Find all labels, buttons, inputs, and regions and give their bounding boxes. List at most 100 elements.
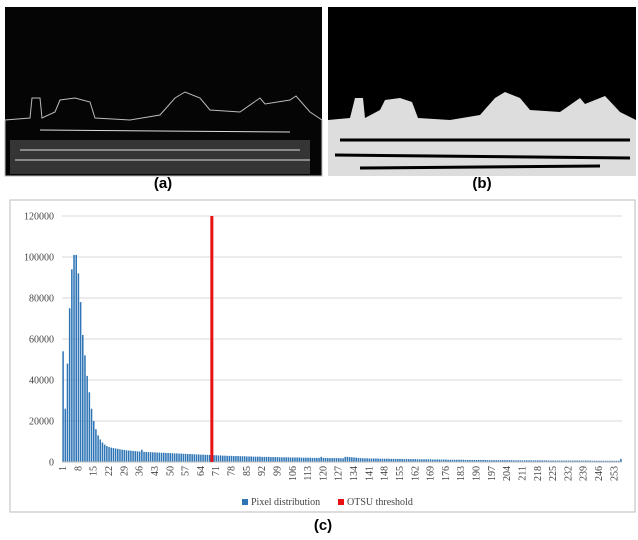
bar <box>604 460 607 462</box>
bar <box>434 459 436 462</box>
bar <box>530 460 532 462</box>
bar <box>414 459 417 462</box>
bar <box>66 363 69 462</box>
bar <box>101 442 104 462</box>
bar <box>217 455 220 462</box>
bar <box>243 456 246 462</box>
bar <box>248 456 250 462</box>
bar <box>173 453 176 462</box>
bar <box>147 452 150 462</box>
bar <box>491 460 493 462</box>
bar <box>160 452 163 462</box>
bar <box>600 460 602 462</box>
bar <box>580 460 583 462</box>
bar <box>145 451 147 462</box>
bar <box>602 460 605 462</box>
bar <box>263 456 266 462</box>
bar <box>556 460 559 462</box>
x-tick-label: 162 <box>410 466 421 481</box>
bar <box>193 454 196 462</box>
legend-swatch <box>338 499 344 505</box>
x-tick-label: 78 <box>227 466 238 476</box>
bar <box>429 459 432 462</box>
bar <box>327 458 329 462</box>
bar <box>252 456 255 462</box>
bar <box>362 458 364 462</box>
bar <box>305 457 307 462</box>
bar <box>294 457 296 462</box>
bar <box>495 460 497 462</box>
x-tick-label: 176 <box>441 466 452 481</box>
x-tick-label: 106 <box>288 466 299 481</box>
x-tick-label: 113 <box>303 466 314 481</box>
bar <box>219 455 222 462</box>
bar <box>484 459 487 462</box>
bar <box>169 453 172 462</box>
threshold-line <box>210 216 214 462</box>
bar <box>158 452 161 462</box>
bar <box>477 459 480 462</box>
bar <box>410 459 412 462</box>
bar <box>141 449 143 462</box>
image-label: (a) <box>154 175 172 192</box>
bar <box>241 456 244 462</box>
bar <box>237 456 239 462</box>
bar <box>130 450 132 462</box>
bar <box>106 446 108 462</box>
bar <box>302 457 305 462</box>
bar <box>440 459 443 462</box>
bar <box>523 460 526 462</box>
bar <box>167 452 169 462</box>
x-tick-label: 211 <box>517 466 528 481</box>
bar <box>517 460 519 462</box>
bar <box>499 460 502 462</box>
bar <box>75 254 77 462</box>
x-tick-label: 85 <box>242 466 253 476</box>
bar <box>333 458 336 462</box>
bar <box>510 460 513 462</box>
bar <box>191 454 193 462</box>
bar <box>195 454 198 462</box>
bar <box>311 457 314 462</box>
bar <box>68 308 71 462</box>
bar <box>613 460 616 462</box>
x-tick-label: 148 <box>380 466 391 481</box>
bar <box>607 460 609 462</box>
image-a <box>4 7 323 177</box>
bar <box>90 408 93 462</box>
bar <box>64 408 67 462</box>
bar <box>609 460 611 462</box>
bar <box>418 459 421 462</box>
bar <box>307 457 309 462</box>
bar <box>364 458 366 462</box>
x-tick-label: 64 <box>196 466 207 476</box>
bar <box>143 451 145 462</box>
bar <box>292 457 294 462</box>
bar <box>348 457 351 462</box>
bar <box>545 460 548 462</box>
bar <box>449 459 452 462</box>
bar <box>187 454 189 462</box>
bar <box>226 455 228 462</box>
bar <box>206 454 209 462</box>
bar <box>322 457 325 462</box>
bar <box>119 449 121 462</box>
bar <box>515 460 517 462</box>
bar <box>561 460 563 462</box>
bar <box>532 460 535 462</box>
x-tick-label: 155 <box>395 466 406 481</box>
bar <box>508 460 511 462</box>
bar <box>62 351 64 462</box>
x-tick-label: 183 <box>456 466 467 481</box>
bar <box>377 458 379 462</box>
bar <box>375 458 377 462</box>
bar <box>95 429 97 462</box>
bar <box>239 456 242 462</box>
bar <box>267 456 270 462</box>
image-b <box>328 7 636 176</box>
bar <box>99 439 102 462</box>
bar <box>318 457 320 462</box>
bar <box>462 459 465 462</box>
x-tick-label: 29 <box>119 466 130 476</box>
bar <box>502 460 504 462</box>
